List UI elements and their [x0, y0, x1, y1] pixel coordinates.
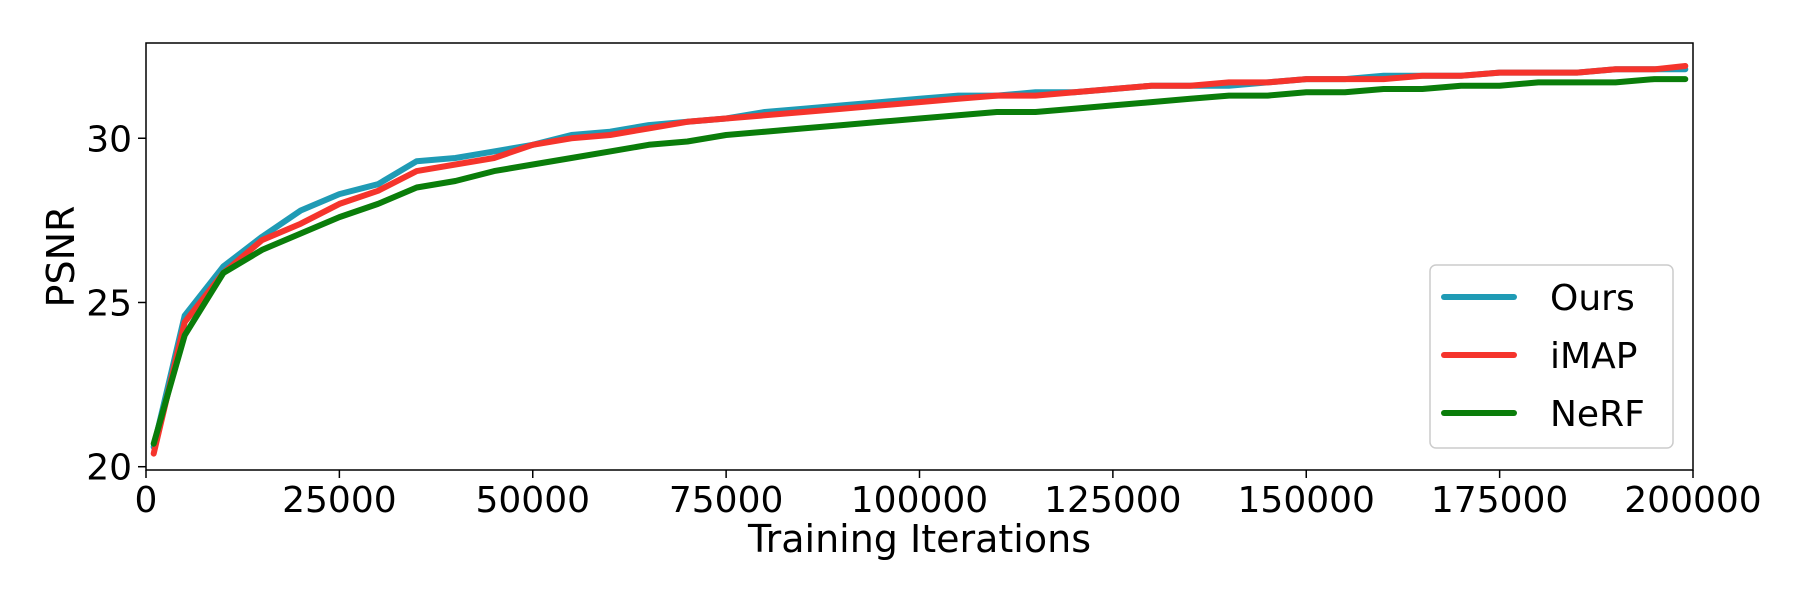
- series-line-nerf: [150, 76, 1689, 447]
- x-tick-label: 200000: [1624, 480, 1761, 521]
- x-tick-label: 125000: [1044, 480, 1181, 521]
- legend-label-imap: iMAP: [1550, 336, 1637, 377]
- x-axis: 0 25000 50000 75000 100000 125000 150000 175000…: [135, 470, 1762, 521]
- x-tick-label: 50000: [475, 480, 590, 521]
- y-tick-label: 20: [86, 448, 132, 489]
- y-axis-title: PSNR: [39, 206, 83, 308]
- y-tick-label: 25: [86, 283, 132, 324]
- y-tick-label: 30: [86, 119, 132, 160]
- legend-label-ours: Ours: [1550, 278, 1635, 319]
- x-tick-label: 175000: [1431, 480, 1568, 521]
- x-tick-label: 100000: [851, 480, 988, 521]
- series-line-imap: [150, 63, 1689, 457]
- legend-label-nerf: NeRF: [1550, 394, 1645, 435]
- x-tick-label: 75000: [669, 480, 784, 521]
- x-tick-label: 150000: [1238, 480, 1375, 521]
- y-axis: 20 25 30: [86, 119, 146, 489]
- series-layer: [150, 63, 1689, 457]
- x-axis-title: Training Iterations: [747, 517, 1091, 561]
- legend-box: [1429, 264, 1674, 449]
- x-tick-label: 0: [135, 480, 158, 521]
- x-tick-label: 25000: [282, 480, 397, 521]
- legend: Ours iMAP NeRF: [1429, 264, 1674, 449]
